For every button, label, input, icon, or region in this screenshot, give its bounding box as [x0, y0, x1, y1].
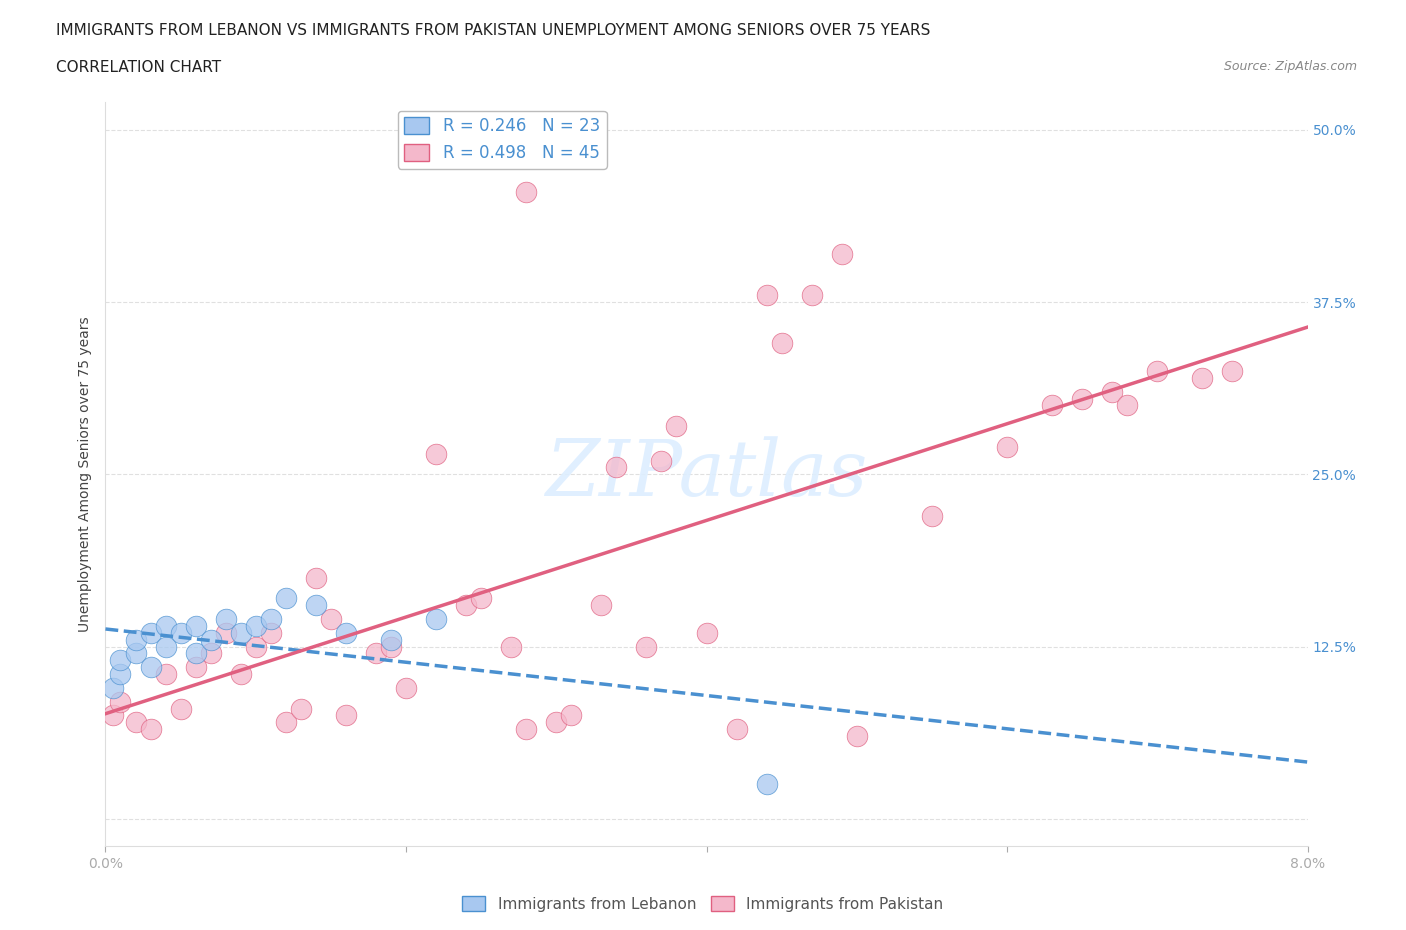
Point [725, 722, 748, 737]
Point [1071, 392, 1094, 406]
Point [260, 612, 283, 627]
Point [591, 598, 613, 613]
Point [139, 625, 162, 640]
Point [155, 639, 177, 654]
Point [245, 618, 267, 633]
Point [1146, 364, 1168, 379]
Point [200, 646, 222, 661]
Point [110, 667, 132, 682]
Point [665, 418, 688, 433]
Point [305, 598, 328, 613]
Point [515, 722, 537, 737]
Point [546, 715, 568, 730]
Point [800, 287, 823, 302]
Point [335, 708, 357, 723]
Point [335, 625, 357, 640]
Point [696, 625, 718, 640]
Point [831, 246, 853, 261]
Point [845, 728, 868, 743]
Point [169, 701, 191, 716]
Point [305, 570, 328, 585]
Point [560, 708, 582, 723]
Point [124, 632, 146, 647]
Y-axis label: Unemployment Among Seniors over 75 years: Unemployment Among Seniors over 75 years [79, 316, 93, 632]
Text: ZIPatlas: ZIPatlas [546, 436, 868, 512]
Point [1116, 398, 1139, 413]
Point [425, 446, 447, 461]
Point [501, 639, 523, 654]
Point [124, 646, 146, 661]
Point [1040, 398, 1063, 413]
Point [515, 184, 537, 199]
Point [110, 694, 132, 709]
Point [636, 639, 658, 654]
Point [319, 612, 342, 627]
Point [274, 591, 297, 605]
Text: IMMIGRANTS FROM LEBANON VS IMMIGRANTS FROM PAKISTAN UNEMPLOYMENT AMONG SENIORS O: IMMIGRANTS FROM LEBANON VS IMMIGRANTS FR… [56, 23, 931, 38]
Text: Source: ZipAtlas.com: Source: ZipAtlas.com [1223, 60, 1357, 73]
Point [1222, 364, 1244, 379]
Point [139, 722, 162, 737]
Point [260, 625, 283, 640]
Point [395, 681, 418, 696]
Point [139, 659, 162, 674]
Point [184, 618, 207, 633]
Point [755, 287, 778, 302]
Point [110, 653, 132, 668]
Point [155, 618, 177, 633]
Point [245, 639, 267, 654]
Point [184, 659, 207, 674]
Point [290, 701, 312, 716]
Point [770, 336, 793, 351]
Text: CORRELATION CHART: CORRELATION CHART [56, 60, 221, 75]
Point [364, 646, 387, 661]
Point [755, 777, 778, 791]
Point [380, 632, 402, 647]
Point [101, 681, 124, 696]
Point [229, 625, 252, 640]
Point [229, 667, 252, 682]
Point [1101, 384, 1123, 399]
Point [274, 715, 297, 730]
Point [470, 591, 492, 605]
Point [124, 715, 146, 730]
Point [214, 612, 236, 627]
Point [921, 508, 943, 523]
Legend: Immigrants from Lebanon, Immigrants from Pakistan: Immigrants from Lebanon, Immigrants from… [457, 889, 949, 918]
Point [995, 439, 1018, 454]
Point [425, 612, 447, 627]
Point [454, 598, 477, 613]
Point [650, 453, 672, 468]
Legend: R = 0.246   N = 23, R = 0.498   N = 45: R = 0.246 N = 23, R = 0.498 N = 45 [398, 111, 606, 168]
Point [605, 460, 627, 475]
Point [169, 625, 191, 640]
Point [1191, 370, 1213, 385]
Point [200, 632, 222, 647]
Point [214, 625, 236, 640]
Point [155, 667, 177, 682]
Point [380, 639, 402, 654]
Point [184, 646, 207, 661]
Point [101, 708, 124, 723]
